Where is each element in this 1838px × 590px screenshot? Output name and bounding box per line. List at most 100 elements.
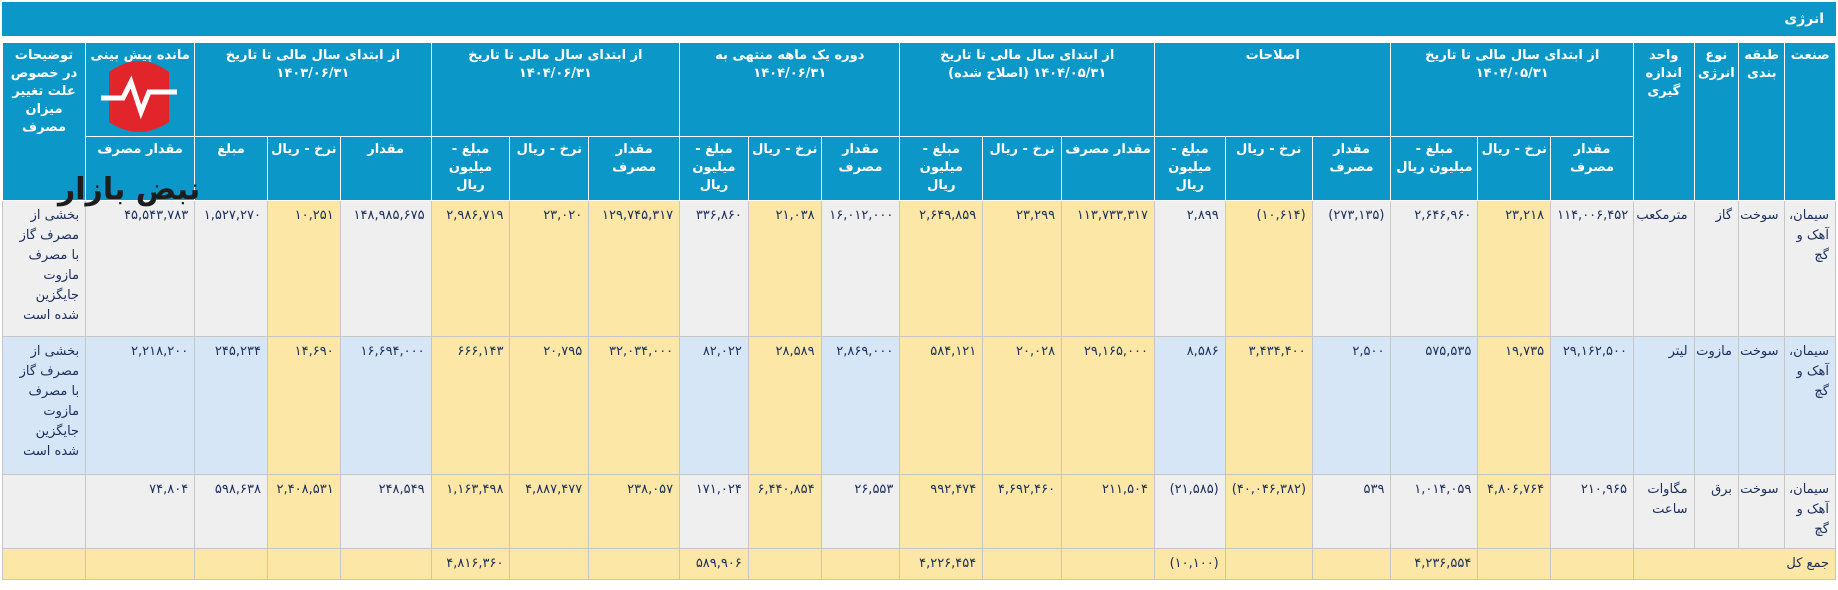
cell-value: ۱۲۹,۷۴۵,۳۱۷ bbox=[588, 200, 681, 337]
cell-industry: سیمان، آهک و گچ bbox=[1784, 336, 1836, 475]
section-title: انرژی bbox=[1784, 11, 1824, 27]
cell-value: ۲,۲۱۸,۲۰۰ bbox=[85, 336, 196, 475]
cell-value: ۹۹۲,۴۷۴ bbox=[899, 474, 984, 549]
group-header-3: از ابتدای سال مالی تا تاریخ ۱۴۰۴/۰۵/۳۱ (… bbox=[899, 42, 1156, 137]
cell-value: ۵۸۴,۱۲۱ bbox=[899, 336, 984, 475]
cell-unit: مترمکعب bbox=[1632, 200, 1695, 337]
sub-header: مبلغ - میلیون ریال bbox=[1390, 136, 1479, 201]
total-value: (۱۰,۱۰۰) bbox=[1154, 548, 1226, 580]
cell-unit: مگاوات ساعت bbox=[1632, 474, 1695, 549]
sub-header: مقدار مصرف bbox=[1311, 136, 1392, 201]
cell-value: ۱۶,۰۱۲,۰۰۰ bbox=[820, 200, 901, 337]
cell-energy-type: گاز bbox=[1693, 200, 1740, 337]
cell-value: ۸,۵۸۶ bbox=[1154, 336, 1226, 475]
cell-value: ۴,۸۰۶,۷۶۴ bbox=[1477, 474, 1552, 549]
cell-value: ۱,۵۲۷,۲۷۰ bbox=[194, 200, 268, 337]
cell-value: ۲۹,۱۶۲,۵۰۰ bbox=[1550, 336, 1634, 475]
cell-value: (۱۰,۶۱۴) bbox=[1224, 200, 1313, 337]
cell-value: ۶,۴۴۰,۸۵۴ bbox=[747, 474, 822, 549]
col-industry: صنعت bbox=[1784, 42, 1836, 201]
group-header-2: اصلاحات bbox=[1154, 42, 1392, 137]
cell-value: ۲۸,۵۸۹ bbox=[747, 336, 822, 475]
cell-value: ۱۰,۲۵۱ bbox=[266, 200, 341, 337]
cell-value: ۲۳۸,۰۵۷ bbox=[588, 474, 681, 549]
cell-value: ۲,۸۶۹,۰۰۰ bbox=[820, 336, 901, 475]
cell-note: بخشی از مصرف گاز با مصرف مازوت جایگزین ش… bbox=[1, 336, 87, 475]
cell-energy-type: مازوت bbox=[1693, 336, 1740, 475]
group-header-4: دوره یک ماهه منتهی به ۱۴۰۴/۰۶/۳۱ bbox=[679, 42, 901, 137]
cell-value: ۳۲,۰۳۴,۰۰۰ bbox=[588, 336, 681, 475]
cell-value: ۲۰,۰۲۸ bbox=[982, 336, 1063, 475]
cell-value: ۱,۰۱۴,۰۵۹ bbox=[1390, 474, 1479, 549]
cell-value: ۱۶,۶۹۴,۰۰۰ bbox=[339, 336, 432, 475]
cell-value: ۲,۹۸۶,۷۱۹ bbox=[430, 200, 511, 337]
sub-header: مبلغ - میلیون ریال bbox=[899, 136, 984, 201]
cell-value: ۴,۶۹۲,۴۶۰ bbox=[982, 474, 1063, 549]
cell-value: (۲۱,۵۸۵) bbox=[1154, 474, 1226, 549]
cell-value: ۲۹,۱۶۵,۰۰۰ bbox=[1061, 336, 1156, 475]
total-value: ۵۸۹,۹۰۶ bbox=[679, 548, 749, 580]
cell-value: ۸۲,۰۲۲ bbox=[679, 336, 749, 475]
sub-header: مقدار مصرف bbox=[820, 136, 901, 201]
cell-category: سوخت bbox=[1738, 200, 1786, 337]
cell-industry: سیمان، آهک و گچ bbox=[1784, 200, 1836, 337]
cell-value: ۵۷۵,۵۳۵ bbox=[1390, 336, 1479, 475]
cell-value: ۳,۴۳۴,۴۰۰ bbox=[1224, 336, 1313, 475]
sub-header: نرخ - ریال bbox=[982, 136, 1063, 201]
watermark-logo-icon bbox=[101, 61, 177, 132]
col-energy-type: نوع انرژی bbox=[1693, 42, 1740, 201]
sub-header: مبلغ - میلیون ریال bbox=[430, 136, 511, 201]
cell-value: ۱۴,۶۹۰ bbox=[266, 336, 341, 475]
table-row: سیمان، آهک و گچ سوخت گاز مترمکعب ۱۱۴,۰۰۶… bbox=[1, 200, 1836, 337]
section-title-bar: انرژی bbox=[2, 2, 1836, 36]
cell-energy-type: برق bbox=[1693, 474, 1740, 549]
cell-value: ۲,۶۴۹,۸۵۹ bbox=[899, 200, 984, 337]
cell-value: ۲۴۸,۵۴۹ bbox=[339, 474, 432, 549]
cell-value: ۳۳۶,۸۶۰ bbox=[679, 200, 749, 337]
cell-value: (۴۰,۰۴۶,۳۸۲) bbox=[1224, 474, 1313, 549]
cell-value: ۲,۶۴۶,۹۶۰ bbox=[1390, 200, 1479, 337]
sub-header: مقدار مصرف bbox=[85, 136, 196, 201]
col-category: طبقه بندی bbox=[1738, 42, 1786, 201]
cell-value: ۲۳,۰۲۰ bbox=[509, 200, 590, 337]
sub-header: نرخ - ریال bbox=[509, 136, 590, 201]
cell-value: (۲۷۳,۱۳۵) bbox=[1311, 200, 1392, 337]
col-unit: واحد اندازه گیری bbox=[1632, 42, 1695, 201]
cell-value: ۲۱۰,۹۶۵ bbox=[1550, 474, 1634, 549]
cell-value: ۲۴۵,۲۳۴ bbox=[194, 336, 268, 475]
cell-value: ۷۴,۸۰۴ bbox=[85, 474, 196, 549]
sub-header: مقدار مصرف bbox=[1061, 136, 1156, 201]
cell-value: ۵۳۹ bbox=[1311, 474, 1392, 549]
cell-note bbox=[1, 474, 87, 549]
cell-note: بخشی از مصرف گاز با مصرف مازوت جایگزین ش… bbox=[1, 200, 87, 337]
group-header-5: از ابتدای سال مالی تا تاریخ ۱۴۰۴/۰۶/۳۱ bbox=[430, 42, 681, 137]
cell-value: ۲۶,۵۵۳ bbox=[820, 474, 901, 549]
table-row: سیمان، آهک و گچ سوخت برق مگاوات ساعت ۲۱۰… bbox=[1, 474, 1836, 549]
sub-header: مبلغ - میلیون ریال bbox=[1154, 136, 1226, 201]
table-row: سیمان، آهک و گچ سوخت مازوت لیتر ۲۹,۱۶۲,۵… bbox=[1, 336, 1836, 475]
energy-table: صنعت طبقه بندی نوع انرژی واحد اندازه گیر… bbox=[1, 42, 1837, 580]
sub-header: مبلغ - میلیون ریال bbox=[679, 136, 749, 201]
total-row: جمع کل ۴,۲۳۶,۵۵۴ (۱۰,۱۰۰) ۴,۲۲۶,۴۵۴ ۵۸۹,… bbox=[1, 548, 1837, 580]
cell-value: ۱۴۸,۹۸۵,۶۷۵ bbox=[339, 200, 432, 337]
sub-header: نرخ - ریال bbox=[1224, 136, 1313, 201]
cell-value: ۲۱۱,۵۰۴ bbox=[1061, 474, 1156, 549]
cell-unit: لیتر bbox=[1632, 336, 1695, 475]
cell-value: ۱۱۳,۷۳۳,۳۱۷ bbox=[1061, 200, 1156, 337]
sub-header: نرخ - ریال bbox=[266, 136, 341, 201]
col-notes: توضیحات در خصوص علت تغییر میزان مصرف bbox=[1, 42, 87, 201]
watermark-text: نبض بازار bbox=[58, 172, 201, 207]
cell-value: ۴۵,۵۴۳,۷۸۳ bbox=[85, 200, 196, 337]
sub-header: نرخ - ریال bbox=[747, 136, 822, 201]
cell-category: سوخت bbox=[1738, 474, 1786, 549]
cell-value: ۲,۴۰۸,۵۳۱ bbox=[266, 474, 341, 549]
sub-header: مقدار مصرف bbox=[588, 136, 681, 201]
cell-value: ۱۱۴,۰۰۶,۴۵۲ bbox=[1550, 200, 1634, 337]
sub-header: مقدار bbox=[339, 136, 432, 201]
total-value: ۴,۲۲۶,۴۵۴ bbox=[899, 548, 984, 580]
cell-value: ۲,۸۹۹ bbox=[1154, 200, 1226, 337]
group-header-6: از ابتدای سال مالی تا تاریخ ۱۴۰۳/۰۶/۳۱ bbox=[194, 42, 432, 137]
total-value: ۴,۸۱۶,۳۶۰ bbox=[430, 548, 511, 580]
cell-value: ۲۰,۷۹۵ bbox=[509, 336, 590, 475]
cell-category: سوخت bbox=[1738, 336, 1786, 475]
